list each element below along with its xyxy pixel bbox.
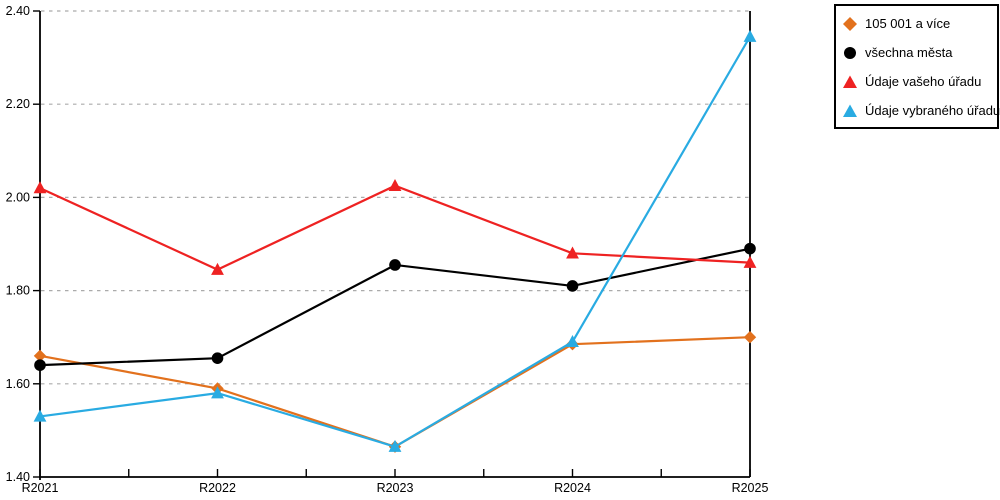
data-point-marker [743, 331, 757, 344]
y-axis-tick-label: 2.20 [6, 97, 30, 111]
series-line-105-001-a-vice [39, 336, 751, 448]
data-point-marker [566, 335, 579, 348]
x-axis-tick-label: R2021 [22, 481, 59, 495]
data-point-marker [566, 280, 579, 292]
legend-label: Údaje vybraného úřadu [865, 103, 1000, 118]
y-axis-tick-label: 2.00 [6, 190, 30, 204]
series-line-udaje-vybraneho-uradu [39, 36, 751, 448]
data-point-marker [211, 352, 224, 364]
data-point-marker [389, 259, 401, 271]
data-point-marker [211, 262, 224, 275]
y-axis-tick-label: 1.80 [6, 284, 30, 298]
data-point-marker [34, 359, 46, 371]
legend-label: Údaje vašeho úřadu [865, 74, 982, 89]
triangle-marker-icon [842, 74, 858, 90]
triangle-shape [843, 75, 857, 88]
data-point-marker [743, 255, 757, 268]
diamond-glyph [843, 16, 857, 31]
x-axis-tick-label: R2025 [732, 481, 769, 495]
legend-item-udaje-vybraneho-uradu[interactable]: Údaje vybraného úřadu [842, 96, 1000, 125]
diamond-shape [843, 16, 857, 31]
triangle-glyph [843, 104, 857, 117]
data-point-marker [33, 409, 47, 422]
legend-item-vsechna-mesta[interactable]: všechna města [842, 38, 997, 67]
y-axis-tick-label: 2.40 [6, 4, 30, 18]
triangle-shape [843, 104, 857, 117]
triangle-glyph [843, 75, 857, 88]
legend-label: všechna města [865, 45, 953, 60]
triangle-marker-icon [842, 103, 858, 119]
x-axis-tick-label: R2024 [554, 481, 591, 495]
data-point-marker [33, 181, 47, 194]
legend-item-udaje-vaseho-uradu[interactable]: Údaje vašeho úřadu [842, 67, 997, 96]
data-point-marker [744, 242, 756, 255]
legend-item-105-001-a-vice[interactable]: 105 001 a více [842, 9, 997, 38]
chart-legend: 105 001 a více všechna města Údaje vašeh… [834, 4, 1000, 129]
data-point-marker [743, 29, 757, 42]
circle-shape [844, 46, 856, 59]
data-point-marker [566, 246, 579, 259]
y-axis-tick-label: 1.60 [6, 377, 30, 391]
circle-glyph [844, 46, 856, 59]
data-point-marker [388, 178, 402, 191]
x-axis-tick-label: R2023 [377, 481, 414, 495]
data-point-marker [33, 349, 47, 363]
circle-marker-icon [842, 45, 858, 61]
data-point-marker [388, 439, 402, 452]
legend-label: 105 001 a více [865, 16, 951, 31]
diamond-marker-icon [842, 16, 858, 32]
data-point-marker [211, 386, 224, 399]
series-line-udaje-vaseho-uradu [39, 184, 751, 271]
y-axis-tick-label: 1.40 [6, 470, 30, 484]
x-axis-tick-label: R2022 [199, 481, 236, 495]
